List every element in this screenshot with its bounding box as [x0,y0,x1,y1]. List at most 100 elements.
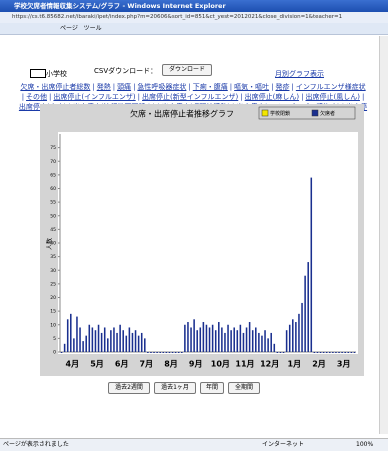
bar [119,325,121,352]
y-tick-label: 25 [50,281,56,287]
bar [203,322,205,352]
bar [166,352,168,353]
bar [92,327,94,352]
symptom-link[interactable]: 急性呼吸器症状 [137,83,186,91]
bar [129,327,131,352]
bar [295,322,297,352]
y-tick-label: 45 [50,227,56,233]
bar [101,333,103,352]
x-tick-label: 5月 [90,360,104,369]
bar [132,333,134,352]
csv-button[interactable]: ダウンロード [162,64,212,76]
bar [317,352,319,353]
page: {"window": {"title": "学校欠席者情報収集システム/グラフ … [0,0,388,450]
plot-area [58,132,358,354]
bar [147,352,149,353]
x-tick-label: 1月 [288,360,302,369]
monthly-link[interactable]: 月別グラフ表示 [275,69,324,79]
status-bar: ページが表示されました インターネット 100% [0,438,388,451]
bar [289,325,291,352]
bar [73,338,75,352]
y-tick-label: 20 [50,295,56,301]
address-bar[interactable]: https://cs.t6.85682.net/ibaraki/ipet/ind… [0,12,388,23]
y-tick-label: 75 [50,145,56,151]
bar [113,327,115,352]
bar [76,317,78,352]
symptom-link[interactable]: 嘔気・嘔吐 [234,83,269,91]
separator: | [301,92,303,102]
bar [255,327,257,352]
period-button[interactable]: 過去1ヶ月 [154,382,196,394]
bar [153,352,155,353]
window-title: 学校欠席者情報収集システム/グラフ - Windows Internet Exp… [14,2,226,10]
symptom-link[interactable]: 発熱 [97,83,111,91]
bar [85,336,87,352]
bar [79,327,81,352]
period-button[interactable]: 年間 [200,382,224,394]
bar [138,336,140,352]
separator: | [240,92,242,102]
symptom-link[interactable]: 出席停止(風しん) [305,93,359,101]
symptom-link[interactable]: 出席停止(麻しん) [245,93,299,101]
x-tick-label: 9月 [189,360,203,369]
bar [187,322,189,352]
symptom-link[interactable]: 発疹 [276,83,290,91]
y-tick-label: 40 [50,241,56,247]
separator: | [230,82,232,92]
y-tick-label: 70 [50,159,56,165]
bar [267,338,269,352]
bar [252,330,254,352]
page-menu[interactable]: ページ [60,25,78,32]
bar [64,344,66,352]
bar [218,322,220,352]
period-button[interactable]: 全期間 [228,382,260,394]
separator: | [49,92,51,102]
bar [193,319,195,352]
x-tick-label: 4月 [66,360,80,369]
separator: | [362,92,364,102]
status-text: ページが表示されました [3,439,69,451]
csv-label: CSVダウンロード： [94,66,157,76]
bar [224,333,226,352]
symptom-link[interactable]: 下痢・腹痛 [193,83,228,91]
bar [98,325,100,352]
symptom-link[interactable]: インフルエンザ様症状 [296,83,366,91]
bar [178,352,180,353]
bar [249,322,251,352]
toolbar: ページ ツール [0,23,388,35]
tools-menu[interactable]: ツール [84,25,102,32]
bar [292,319,294,352]
bar [261,336,263,352]
separator: | [133,82,135,92]
symptom-link[interactable]: その他 [26,93,47,101]
symptom-link[interactable]: 出席停止(新型インフルエンザ) [142,93,238,101]
x-tick-label: 10月 [211,360,230,369]
bar [215,330,217,352]
separator: | [113,82,115,92]
bar [206,325,208,352]
period-button[interactable]: 過去2週間 [108,382,150,394]
bar [341,352,343,353]
scrollbar[interactable] [379,36,388,434]
bar [150,352,152,353]
school-name: 小学校 [46,69,67,79]
zone: インターネット [262,439,304,451]
bar [314,352,316,353]
bar [135,330,137,352]
bar [338,352,340,353]
bar [230,330,232,352]
address[interactable]: https://cs.t6.85682.net/ibaraki/ipet/ind… [12,14,342,20]
legend-label: 学校閉鎖 [270,110,290,117]
bar [141,333,143,352]
y-tick-label: 60 [50,186,56,192]
bar [190,327,192,352]
symptom-link[interactable]: 欠席・出席停止者総数 [20,83,90,91]
bar [89,325,91,352]
symptom-link[interactable]: 出席停止(インフルエンザ) [53,93,135,101]
y-tick-label: 50 [50,213,56,219]
bar [126,336,128,352]
bar [233,327,235,352]
symptom-link[interactable]: 頭痛 [117,83,131,91]
zoom[interactable]: 100% [356,439,373,451]
bar [283,352,285,353]
